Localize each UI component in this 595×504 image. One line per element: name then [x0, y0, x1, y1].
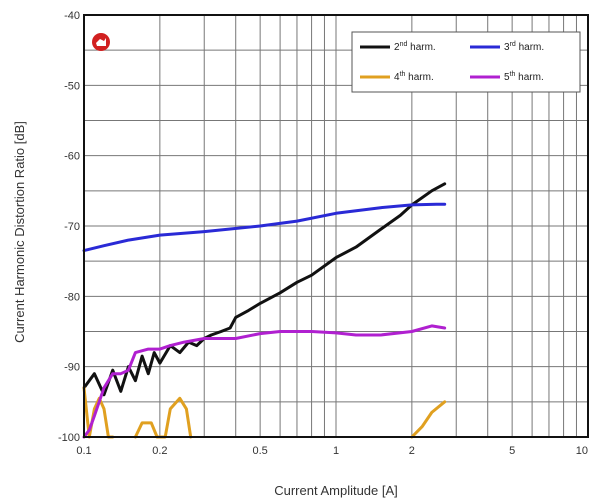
x-tick-label: 0.5	[252, 445, 267, 457]
legend-label-4: 5th harm.	[504, 71, 544, 83]
series-line-3	[410, 400, 447, 439]
y-tick-label: -90	[64, 362, 80, 374]
legend: 2nd harm. 3rd harm. 4th harm. 5th harm.	[351, 31, 581, 93]
legend-label-1: 2nd harm.	[394, 41, 436, 53]
series-layer	[82, 182, 447, 439]
y-axis-title: Current Harmonic Distortion Ratio [dB]	[12, 121, 27, 343]
x-tick-label: 5	[509, 445, 515, 457]
series-line-1	[82, 182, 447, 397]
series-line-4	[82, 324, 447, 439]
legend-box	[351, 31, 581, 93]
x-tick-label: 2	[409, 445, 415, 457]
y-tick-label: -50	[64, 80, 80, 92]
x-tick-label: 10	[576, 445, 588, 457]
y-tick-label: -100	[58, 432, 80, 444]
x-tick-label: 0.1	[76, 445, 91, 457]
plot-frame	[83, 14, 589, 438]
series-line-2	[82, 202, 447, 253]
tick-labels: 0.1 0.2 0.5 1 2 5 10 -40 -50 -60 -70 -80 -90 -100	[58, 10, 588, 457]
x-tick-label: 1	[333, 445, 339, 457]
series-line-3	[133, 396, 193, 439]
legend-label-2: 3rd harm.	[504, 41, 544, 53]
x-axis-title: Current Amplitude [A]	[274, 483, 398, 498]
legend-label-3: 4th harm.	[394, 71, 434, 83]
y-tick-label: -60	[64, 151, 80, 163]
x-tick-label: 0.2	[152, 445, 167, 457]
y-tick-label: -80	[64, 291, 80, 303]
y-tick-label: -40	[64, 10, 80, 22]
logo-icon	[92, 33, 110, 51]
y-tick-label: -70	[64, 221, 80, 233]
